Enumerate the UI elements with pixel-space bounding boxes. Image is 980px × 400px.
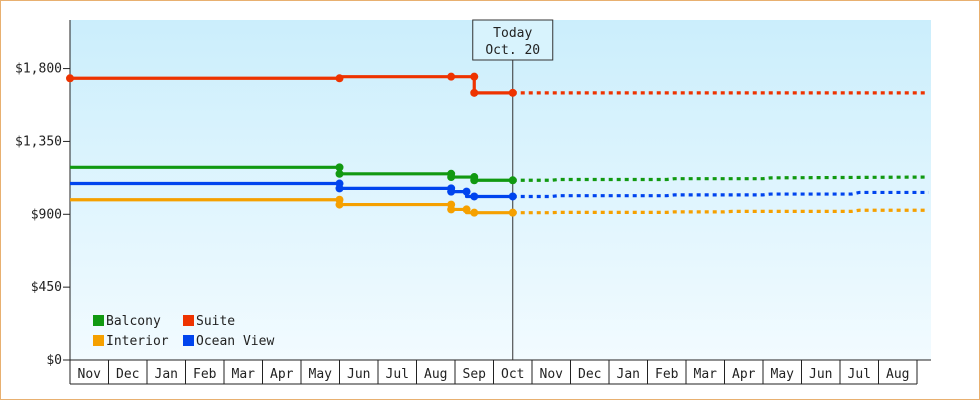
y-axis: $0 $450 $900 $1,350 $1,800 [15,20,71,368]
month-label: Feb [193,367,217,382]
series-balcony-point [335,169,344,178]
series-interior-point [335,200,344,209]
series-suite-point [335,74,344,83]
series-suite-point [508,88,517,97]
series-ocean-view-point [470,192,479,201]
series-ocean-view-point [508,192,517,201]
series-ocean-view-point [335,184,344,193]
x-axis: Nov Dec Jan Feb Mar Apr May Jun Jul Aug Sep Oct Nov D… [69,359,931,385]
month-label: Aug [886,367,909,382]
today-label: Today [493,26,532,41]
month-label: Nov [78,367,102,382]
plot-background [70,20,931,360]
series-interior-point [447,205,456,214]
today-marker: Today Oct. 20 [472,19,554,360]
y-tick-label: $0 [46,353,62,368]
series-lines [66,72,929,217]
legend-label-interior: Interior [106,334,169,349]
series-balcony-point [470,176,479,185]
month-label: Feb [655,367,679,382]
month-label: Mar [694,367,718,382]
series-balcony-point [508,176,517,185]
legend-swatch-interior [93,335,104,346]
series-balcony-point [447,173,456,182]
y-tick-label: $1,800 [15,62,62,77]
legend-swatch-suite [183,315,194,326]
month-label: Jun [347,367,370,382]
month-label: Mar [232,367,256,382]
series-suite-point [470,88,479,97]
month-label: Jun [809,367,832,382]
series-ocean-view-forecast [512,190,929,199]
series-suite-point [66,74,74,83]
series-suite-history [70,75,513,95]
month-label: Jul [386,367,409,382]
series-interior-point [462,205,471,214]
series-interior-point [470,208,479,217]
series-balcony-forecast [512,175,929,182]
y-tick-label: $900 [31,207,62,222]
y-tick-label: $1,350 [15,134,62,149]
month-label: Sep [463,367,487,382]
month-label: Nov [540,367,564,382]
series-ocean-view-point [447,187,456,196]
series-suite-point [447,72,456,81]
today-date-label: Oct. 20 [485,43,540,58]
legend-label-balcony: Balcony [106,314,161,329]
series-suite-point [470,72,479,81]
month-label: May [771,367,795,382]
month-label: Dec [116,367,139,382]
month-label: Oct [501,367,524,382]
month-label: Jan [617,367,640,382]
y-tick-label: $450 [31,280,62,295]
series-interior-point [508,208,517,217]
legend: Balcony Suite Interior Ocean View [93,314,274,349]
series-balcony-point [335,163,344,172]
month-label: Jan [155,367,178,382]
legend-swatch-ocean-view [183,335,194,346]
month-label: Jul [848,367,871,382]
month-label: Aug [424,367,447,382]
month-label: Apr [732,367,756,382]
legend-label-ocean-view: Ocean View [196,334,274,349]
series-ocean-view-point [462,187,471,196]
today-box [472,19,554,61]
month-label: May [309,367,333,382]
month-label: Apr [270,367,294,382]
legend-label-suite: Suite [196,314,235,329]
month-label: Dec [578,367,601,382]
series-interior-forecast [512,208,929,215]
legend-swatch-balcony [93,315,104,326]
